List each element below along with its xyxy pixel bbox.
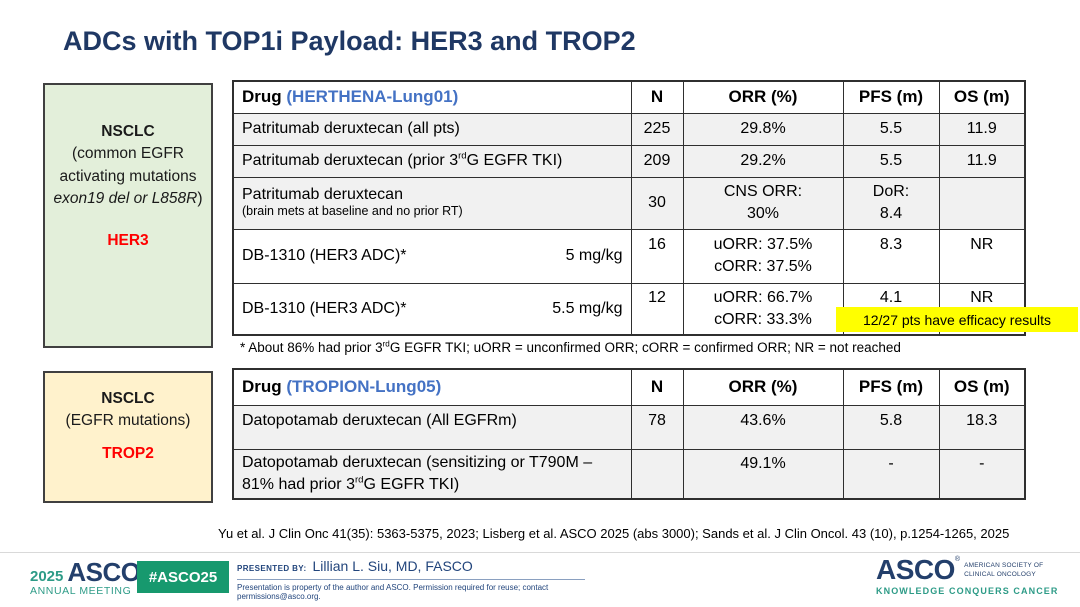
footer-divider: [0, 552, 1080, 553]
table1-footnote: * About 86% had prior 3rdG EGFR TKI; uOR…: [240, 339, 901, 355]
os-cell: NR: [938, 228, 1026, 284]
presented-by-label: PRESENTED BY:: [237, 564, 307, 573]
table-row: Patritumab deruxtecan (prior 3rdG EGFR T…: [232, 144, 1026, 178]
table-row: DB-1310 (HER3 ADC)* 5.5 mg/kg 12 uORR: 66…: [232, 282, 1026, 336]
drug-cell: DB-1310 (HER3 ADC)* 5.5 mg/kg: [232, 282, 632, 336]
drug-cell: Patritumab deruxtecan (all pts): [232, 112, 632, 146]
n-cell: 209: [630, 144, 684, 178]
orr-cell: uORR: 66.7% cORR: 33.3%: [682, 282, 844, 336]
os-cell: [938, 176, 1026, 230]
pfs-cell: 5.5: [842, 112, 940, 146]
meeting-sub: ANNUAL MEETING: [30, 585, 132, 597]
herthena-table: Drug (HERTHENA-Lung01) N ORR (%) PFS (m)…: [232, 80, 1026, 336]
trop2-category-box: NSCLC (EGFR mutations) TROP2: [43, 371, 213, 503]
os-cell: 11.9: [938, 144, 1026, 178]
hashtag-badge: #ASCO25: [137, 561, 229, 593]
orr-cell: CNS ORR: 30%: [682, 176, 844, 230]
page-title: ADCs with TOP1i Payload: HER3 and TROP2: [63, 26, 636, 56]
drug-cell: Patritumab deruxtecan (brain mets at bas…: [232, 176, 632, 230]
asco-annual-meeting-logo: 2025 ASCO ® ANNUAL MEETING: [30, 559, 146, 597]
references: Yu et al. J Clin Onc 41(35): 5363-5375, …: [218, 526, 1010, 541]
meeting-year: 2025: [30, 568, 64, 585]
asco-wordmark: ASCO: [876, 554, 955, 585]
drug-cell: Datopotamab deruxtecan (All EGFRm): [232, 404, 632, 450]
drug-cell: Patritumab deruxtecan (prior 3rdG EGFR T…: [232, 144, 632, 178]
table-row: DB-1310 (HER3 ADC)* 5 mg/kg 16 uORR: 37.5…: [232, 228, 1026, 284]
col-orr: ORR (%): [682, 368, 844, 406]
col-os: OS (m): [938, 368, 1026, 406]
col-drug: Drug (TROPION-Lung05): [232, 368, 632, 406]
n-cell: 16: [630, 228, 684, 284]
meeting-org: ASCO: [67, 557, 141, 587]
asco-society-logo: ASCO ® AMERICAN SOCIETY OF CLINICAL ONCOL…: [876, 556, 1059, 596]
orr-cell: 43.6%: [682, 404, 844, 450]
pfs-cell: 8.3: [842, 228, 940, 284]
table-row: Patritumab deruxtecan (brain mets at bas…: [232, 176, 1026, 230]
pfs-cell: DoR: 8.4: [842, 176, 940, 230]
orr-cell: uORR: 37.5% cORR: 37.5%: [682, 228, 844, 284]
herthena-header-row: Drug (HERTHENA-Lung01) N ORR (%) PFS (m)…: [232, 80, 1026, 114]
her3-mutation-desc: (common EGFR activating mutations exon19…: [53, 145, 203, 208]
trop2-disease-label: NSCLC: [101, 390, 155, 407]
orr-cell: 29.8%: [682, 112, 844, 146]
trial-name-herthena: (HERTHENA-Lung01): [286, 87, 459, 107]
pfs-cell: 5.5: [842, 144, 940, 178]
her3-target-label: HER3: [107, 231, 149, 249]
n-cell: 30: [630, 176, 684, 230]
presenter-name: Lillian L. Siu, MD, FASCO: [312, 558, 473, 574]
col-pfs: PFS (m): [842, 368, 940, 406]
n-cell: 12: [630, 282, 684, 336]
tropion-table: Drug (TROPION-Lung05) N ORR (%) PFS (m) …: [232, 368, 1026, 500]
table-row: Datopotamab deruxtecan (All EGFRm) 78 43…: [232, 404, 1026, 450]
os-cell: 11.9: [938, 112, 1026, 146]
trop2-mutation-desc: (EGFR mutations): [65, 412, 191, 430]
drug-cell: DB-1310 (HER3 ADC)* 5 mg/kg: [232, 228, 632, 284]
her3-disease-label: NSCLC: [101, 123, 155, 140]
pfs-cell: -: [842, 448, 940, 500]
registered-mark: ®: [954, 556, 961, 563]
dose-label: 5 mg/kg: [565, 247, 623, 264]
society-name: AMERICAN SOCIETY OF CLINICAL ONCOLOGY: [964, 562, 1044, 578]
efficacy-highlight-note: 12/27 pts have efficacy results: [836, 307, 1078, 332]
col-os: OS (m): [938, 80, 1026, 114]
drug-cell: Datopotamab deruxtecan (sensitizing or T…: [232, 448, 632, 500]
os-cell: 18.3: [938, 404, 1026, 450]
her3-category-box: NSCLC (common EGFR activating mutations …: [43, 83, 213, 348]
pfs-cell: 5.8: [842, 404, 940, 450]
tropion-header-row: Drug (TROPION-Lung05) N ORR (%) PFS (m) …: [232, 368, 1026, 406]
presenter-block: PRESENTED BY: Lillian L. Siu, MD, FASCO …: [237, 558, 585, 601]
trop2-target-label: TROP2: [102, 444, 154, 462]
n-cell: 225: [630, 112, 684, 146]
n-cell: 78: [630, 404, 684, 450]
col-orr: ORR (%): [682, 80, 844, 114]
os-cell: -: [938, 448, 1026, 500]
col-drug: Drug (HERTHENA-Lung01): [232, 80, 632, 114]
dose-label: 5.5 mg/kg: [552, 299, 623, 317]
col-n: N: [630, 80, 684, 114]
col-pfs: PFS (m): [842, 80, 940, 114]
n-cell: [630, 448, 684, 500]
orr-cell: 29.2%: [682, 144, 844, 178]
asco-tagline: KNOWLEDGE CONQUERS CANCER: [876, 586, 1059, 596]
col-n: N: [630, 368, 684, 406]
orr-cell: 49.1%: [682, 448, 844, 500]
permission-disclaimer: Presentation is property of the author a…: [237, 579, 585, 601]
trial-name-tropion: (TROPION-Lung05): [286, 377, 442, 397]
table-row: Datopotamab deruxtecan (sensitizing or T…: [232, 448, 1026, 500]
table-row: Patritumab deruxtecan (all pts) 225 29.8…: [232, 112, 1026, 146]
